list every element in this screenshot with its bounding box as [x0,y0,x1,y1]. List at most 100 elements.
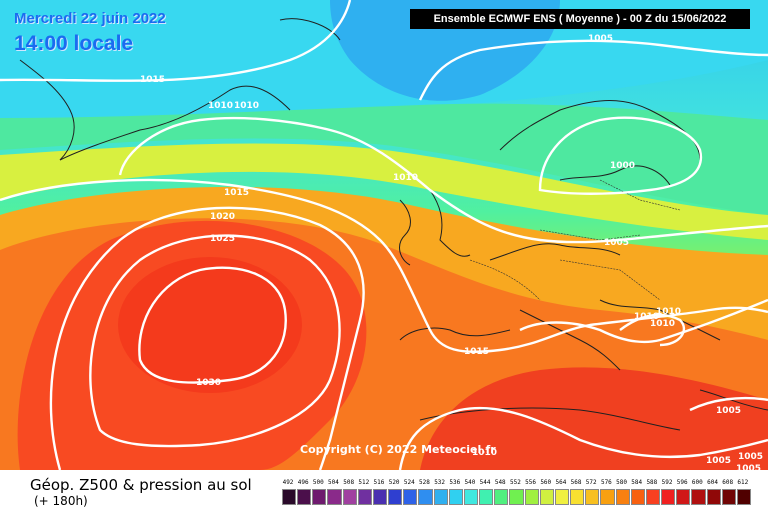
copyright-text: Copyright (C) 2022 Meteociel.fr [300,443,496,456]
legend-value: 600 [691,479,703,486]
isobar-label: 1020 [210,212,235,222]
legend-swatch [600,489,615,505]
isobar-label: 1005 [588,34,613,44]
forecast-hours: (+ 180h) [34,494,88,508]
isobar-label: 1005 [706,456,731,466]
coastlines [19,18,768,431]
legend-value: 536 [449,479,461,486]
legend-value: 576 [600,479,612,486]
isobar-label: 1010 [472,448,497,458]
legend-value: 584 [631,479,643,486]
isobar-label: 1010 [656,307,681,317]
legend-swatch [372,489,388,505]
legend-value: 544 [479,479,491,486]
africa-heat [420,367,768,470]
legend-value: 508 [343,479,355,486]
legend-value: 492 [282,479,294,486]
forecast-date: Mercredi 22 juin 2022 [14,10,166,27]
legend-swatch [539,489,554,505]
country-borders [469,179,681,301]
legend-value: 516 [373,479,385,486]
legend-swatch [342,489,357,505]
isobar-label: 1005 [604,238,629,248]
legend-swatch [706,489,721,505]
isobar-label: 1010 [634,312,659,322]
legend-swatch [736,489,751,505]
legend-swatch [630,489,645,505]
forecast-map: 1015 1010 1010 1005 1000 1015 1020 1025 … [0,0,768,470]
legend-swatch [357,489,372,505]
legend-value: 520 [388,479,400,486]
isobar-label: 1010 [650,319,675,329]
legend-value: 556 [525,479,536,486]
legend-swatch [388,489,403,505]
legend-value: 500 [312,479,324,486]
isobars [0,0,768,470]
legend-value: 588 [646,479,658,486]
legend-value: 504 [328,479,339,486]
legend-swatch [524,489,539,505]
legend-value: 564 [555,479,567,486]
legend-swatch [585,489,600,505]
chart-title: Géop. Z500 & pression au sol [30,476,252,494]
legend-swatch [433,489,448,505]
isobar-label: 1000 [610,161,635,171]
color-legend [282,489,752,505]
legend-swatch [494,489,509,505]
legend-value: 580 [616,479,627,486]
legend-swatch [418,489,433,505]
legend-swatch [403,489,418,505]
isobar-label: 1025 [210,234,235,244]
legend-swatch [691,489,706,505]
isobar-label: 1010 [234,101,259,111]
isobar-label: 1010 [393,173,418,183]
legend-value: 548 [494,479,506,486]
legend-swatch [721,489,736,505]
legend-value: 568 [570,479,582,486]
legend-value: 524 [403,479,415,486]
isobar-label: 1030 [196,378,221,388]
yellow-band [0,143,768,240]
legend-swatch [297,489,312,505]
legend-value: 572 [585,479,597,486]
local-time: 14:00 locale [14,32,134,55]
legend-swatch [615,489,630,505]
legend-value: 512 [358,479,370,486]
isobar-label: 1015 [464,347,489,357]
legend-swatch [570,489,585,505]
footer-bar: Géop. Z500 & pression au sol (+ 180h) 49… [0,470,768,512]
legend-swatch [479,489,494,505]
anticyclone-core [118,257,302,393]
isobar-label: 1005 [716,406,741,416]
legend-swatch [676,489,691,505]
legend-value: 496 [297,479,309,486]
legend-swatch [509,489,524,505]
legend-swatch [327,489,342,505]
legend-value: 604 [707,479,718,486]
legend-value: 612 [737,479,749,486]
legend-swatch [312,489,327,505]
isobar-label: 1010 [208,101,233,111]
isobar-label: 1015 [224,188,249,198]
legend-value: 560 [540,479,552,486]
legend-value: 552 [509,479,521,486]
legend-swatch [448,489,463,505]
green-band [0,103,768,215]
legend-value: 592 [661,479,673,486]
legend-labels: 492 496 500 504 508 512 516 520 524 528 532 536 540 5… [282,479,752,489]
legend-swatch [554,489,570,505]
legend-swatch [282,489,297,505]
legend-value: 596 [676,479,688,486]
legend-value: 528 [419,479,430,486]
legend-swatch [661,489,676,505]
legend-swatch [645,489,661,505]
legend-value: 608 [722,479,734,486]
isobar-label: 1005 [738,452,763,462]
model-run-banner: Ensemble ECMWF ENS ( Moyenne ) - 00 Z du… [410,9,750,29]
legend-swatch [463,489,479,505]
legend-value: 532 [434,479,446,486]
isobar-label: 1005 [736,464,761,470]
isobar-label: 1015 [140,75,165,85]
legend-value: 540 [464,479,476,486]
